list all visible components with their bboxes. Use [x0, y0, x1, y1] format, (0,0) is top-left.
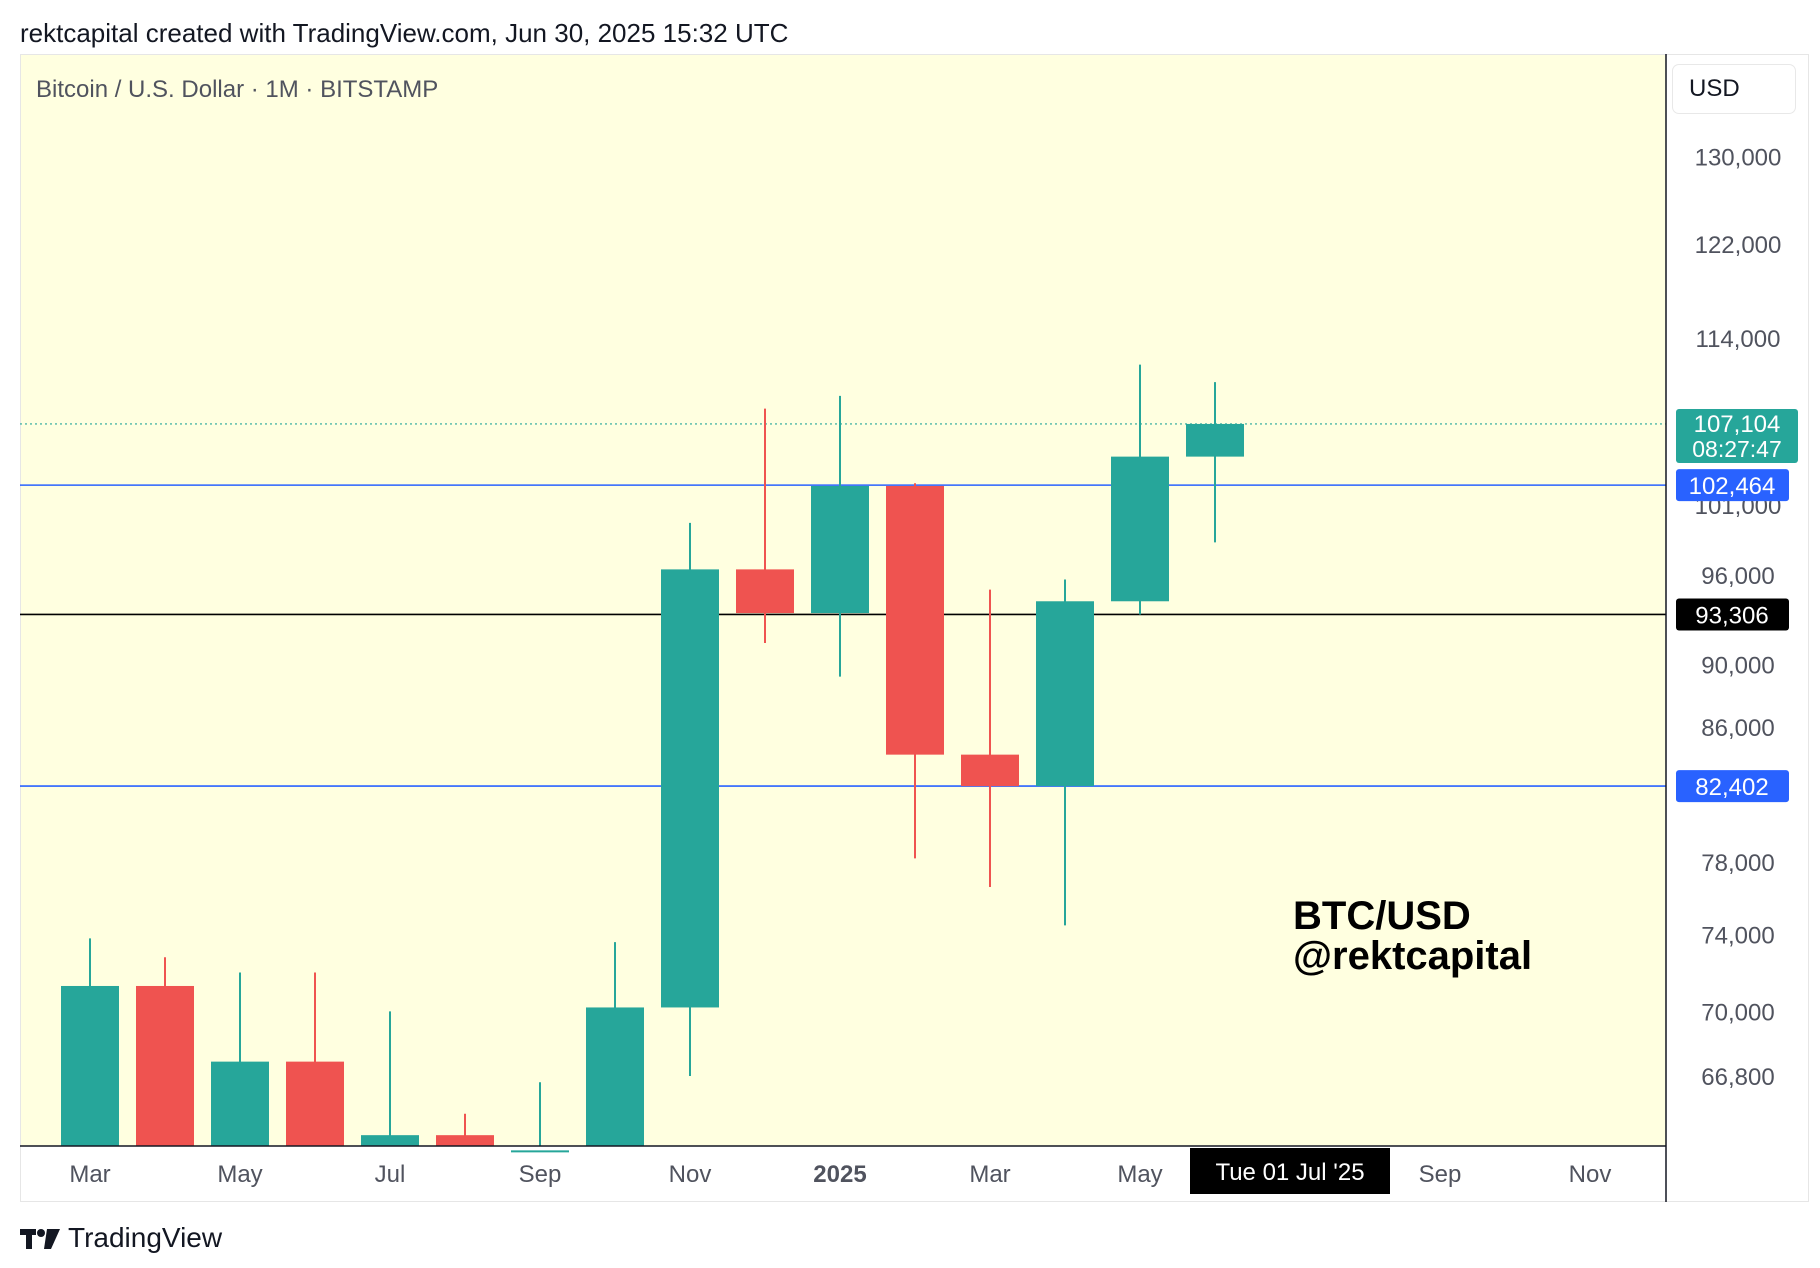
level-price-label-2: 93,306 — [1695, 602, 1768, 629]
candle-2024-12 — [736, 408, 794, 643]
footer-brand: TradingView — [68, 1222, 223, 1253]
candle-body — [286, 1061, 344, 1146]
candle-2025-04 — [1036, 579, 1094, 926]
tradingview-logo-icon — [20, 1229, 60, 1249]
price-tick-label: 74,000 — [1701, 923, 1774, 950]
level-price-box-3 — [1676, 770, 1789, 803]
candle-2024-06 — [286, 972, 344, 1146]
price-tick-label: 78,000 — [1701, 850, 1774, 877]
crosshair-date-label: Tue 01 Jul '25 — [1215, 1159, 1364, 1186]
time-axis[interactable]: Mar May Jul Sep Nov 2025 Mar May Sep Nov Tue 01 Ju… — [69, 1148, 1611, 1194]
price-axis[interactable]: 130,000122,000114,000101,00096,00090,000… — [1695, 144, 1782, 1091]
watermark-pair: BTC/USD — [1293, 894, 1471, 938]
candle-body — [1036, 601, 1094, 787]
crosshair-date-box — [1190, 1148, 1390, 1194]
candle-2025-02 — [886, 483, 944, 859]
time-tick-label: Sep — [1419, 1161, 1462, 1188]
candle-2025-03 — [961, 589, 1019, 887]
candle-2024-11 — [661, 522, 719, 1077]
candle-2024-04 — [136, 957, 194, 1146]
candle-2024-08 — [436, 1113, 494, 1146]
candles — [61, 364, 1244, 1153]
chart-watermark: BTC/USD @rektcapital — [1293, 896, 1532, 976]
level-price-box-1 — [1676, 469, 1789, 502]
candle-body — [211, 1061, 269, 1146]
candle-countdown-label: 08:27:47 — [1692, 436, 1782, 462]
candle-2024-10 — [586, 942, 644, 1146]
candle-body — [886, 485, 944, 755]
chart-attribution: rektcapital created with TradingView.com… — [20, 18, 789, 48]
time-tick-label: Nov — [669, 1161, 712, 1188]
candle-body — [511, 1150, 569, 1153]
candle-2025-06 — [1186, 382, 1244, 543]
candle-2024-07 — [361, 1011, 419, 1146]
price-tick-label: 86,000 — [1701, 715, 1774, 742]
time-tick-label: May — [217, 1161, 262, 1188]
level-lines — [20, 423, 1666, 787]
watermark-handle: @rektcapital — [1293, 934, 1533, 978]
candle-body — [961, 754, 1019, 787]
last-price-box — [1676, 408, 1798, 463]
price-tick-label: 114,000 — [1696, 326, 1781, 353]
price-tick-label: 70,000 — [1701, 999, 1774, 1026]
candle-2025-01 — [811, 395, 869, 677]
time-tick-label: Jul — [375, 1161, 406, 1188]
candle-body — [436, 1135, 494, 1146]
level-price-box-2 — [1676, 598, 1789, 631]
last-price-label: 107,104 — [1694, 411, 1781, 438]
time-tick-label: May — [1117, 1161, 1162, 1188]
candle-body — [61, 985, 119, 1146]
time-tick-label: Sep — [519, 1161, 562, 1188]
currency-selector[interactable]: USD — [1673, 65, 1795, 113]
candle-body — [136, 985, 194, 1146]
symbol-title[interactable]: Bitcoin / U.S. Dollar · 1M · BITSTAMP — [36, 76, 439, 103]
candle-body — [586, 1007, 644, 1146]
candle-2024-03 — [61, 938, 119, 1146]
price-tick-label: 66,800 — [1701, 1064, 1774, 1091]
price-tick-label: 90,000 — [1701, 652, 1774, 679]
level-price-label-1: 102,464 — [1689, 473, 1776, 500]
level-price-label-3: 82,402 — [1695, 774, 1768, 801]
footer-logo[interactable]: TradingView — [20, 1222, 222, 1254]
candle-body — [661, 569, 719, 1008]
candle-body — [1186, 423, 1244, 457]
candle-body — [811, 485, 869, 614]
time-tick-label: Mar — [69, 1161, 110, 1188]
candle-2025-05 — [1111, 364, 1169, 615]
candlestick-chart[interactable]: 130,000122,000114,000101,00096,00090,000… — [20, 54, 1809, 1202]
price-tick-label: 130,000 — [1695, 144, 1782, 171]
candle-body — [361, 1135, 419, 1146]
candle-2024-09 — [511, 1082, 569, 1153]
candle-2024-05 — [211, 972, 269, 1146]
time-tick-label: 2025 — [813, 1161, 866, 1188]
time-tick-label: Mar — [969, 1161, 1010, 1188]
time-tick-label: Nov — [1569, 1161, 1612, 1188]
price-tick-label: 122,000 — [1695, 232, 1782, 259]
price-tick-label: 96,000 — [1701, 563, 1774, 590]
candle-body — [1111, 456, 1169, 602]
candle-body — [736, 569, 794, 614]
